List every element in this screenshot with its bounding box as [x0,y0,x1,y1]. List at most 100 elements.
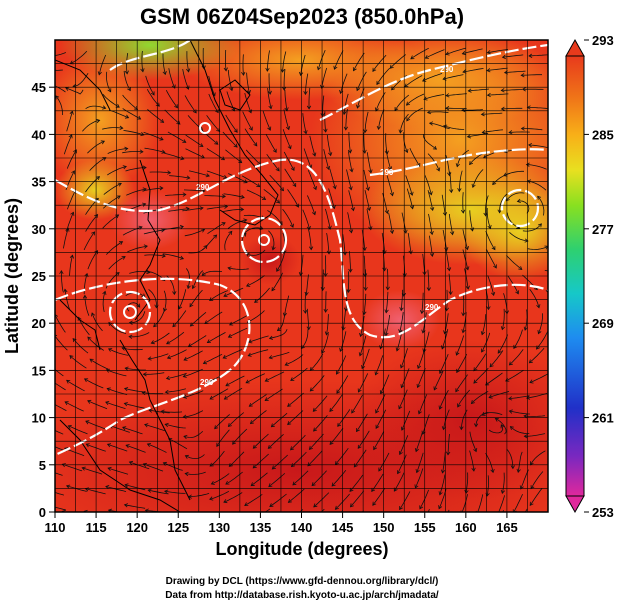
streamline [497,334,508,354]
streamline-arrowhead [320,113,325,118]
streamline-arrowhead [363,129,368,134]
streamline-arrowhead [128,334,133,339]
streamline-arrowhead [525,162,530,167]
streamline [449,171,452,193]
vortex-centers [123,122,270,319]
streamline-arrowhead [343,307,349,312]
streamline-arrowhead [350,207,355,212]
streamline [166,331,185,345]
streamline-arrowhead [306,105,312,110]
streamline-arrowhead [201,271,206,276]
streamline-arrowhead [486,50,491,55]
streamline [353,52,365,71]
streamline [85,488,106,495]
streamline-arrowhead [73,149,77,154]
streamline [61,270,64,292]
streamline-arrowhead [117,182,122,187]
streamline [522,223,542,232]
streamline-arrowhead [292,481,297,486]
streamline-arrowhead [267,90,272,95]
streamline [107,148,128,154]
streamline-arrowhead [524,238,529,243]
streamline-arrowhead [174,104,178,109]
streamline-arrowhead [352,67,357,72]
streamline [528,54,548,57]
streamline-arrowhead [155,102,160,107]
streamline-arrowhead [424,54,429,59]
streamline [122,151,143,154]
streamline [462,192,464,214]
streamline-arrowhead [487,224,492,230]
streamline-arrowhead [456,368,460,374]
streamline-arrowhead [214,425,219,430]
streamline-arrowhead [491,246,496,251]
streamline-arrowhead [123,402,128,407]
streamline [363,169,369,191]
streamline-arrowhead [500,326,506,331]
streamline-arrowhead [123,503,129,508]
streamline [508,395,530,400]
x-tick-label: 135 [250,520,272,535]
streamline [301,329,309,349]
streamline [461,494,468,512]
streamline [209,450,225,467]
streamline-arrowhead [183,356,188,361]
streamline-arrowhead [295,203,300,208]
streamline-arrowhead [213,234,218,239]
streamline-arrowhead [182,414,187,419]
streamline-arrowhead [298,271,304,277]
streamline [380,328,386,349]
contour-label: 290 [200,378,214,387]
streamline [223,492,243,503]
streamline-arrowhead [323,128,328,133]
streamline-arrowhead [329,407,334,413]
streamline [201,234,217,251]
streamline [167,349,187,359]
streamline [530,450,546,466]
streamline-arrowhead [67,425,72,429]
streamline [528,144,548,149]
streamline-arrowhead [362,149,367,154]
streamline [527,245,548,250]
streamline-arrowhead [290,377,295,381]
streamline [325,291,327,313]
streamline [465,472,469,494]
streamline [186,51,189,72]
streamline [476,513,485,532]
streamline-arrowhead [404,83,409,88]
streamline-arrowhead [162,70,167,76]
streamline [292,470,309,486]
streamline-arrowhead [379,345,384,350]
streamline-arrowhead [290,463,295,468]
streamline [367,152,372,173]
streamline-arrowhead [313,427,318,432]
streamline-arrowhead [186,284,191,290]
streamline [469,431,477,452]
streamline [84,295,90,316]
streamline-arrowhead [199,206,204,211]
streamline-arrowhead [384,209,389,215]
streamline-arrowhead [128,320,133,325]
streamline-arrowhead [349,487,354,493]
contour-label: 290 [380,168,394,177]
streamline [166,372,187,379]
streamline [185,268,190,289]
streamline-arrowhead [385,286,390,291]
streamline [287,189,299,208]
streamline-arrowhead [532,527,535,531]
streamline [394,94,410,111]
streamline [162,53,166,75]
streamline-arrowhead [398,526,401,530]
streamline-arrowhead [268,335,274,340]
streamline [229,514,248,523]
x-tick-label: 145 [332,520,354,535]
streamline [399,312,404,333]
streamline-arrowhead [82,294,88,299]
streamline [108,256,126,270]
streamline [185,134,204,147]
streamline-arrowhead [348,186,353,191]
streamline-arrowhead [486,92,491,98]
streamline [254,287,270,303]
streamline-arrowhead [356,427,360,433]
